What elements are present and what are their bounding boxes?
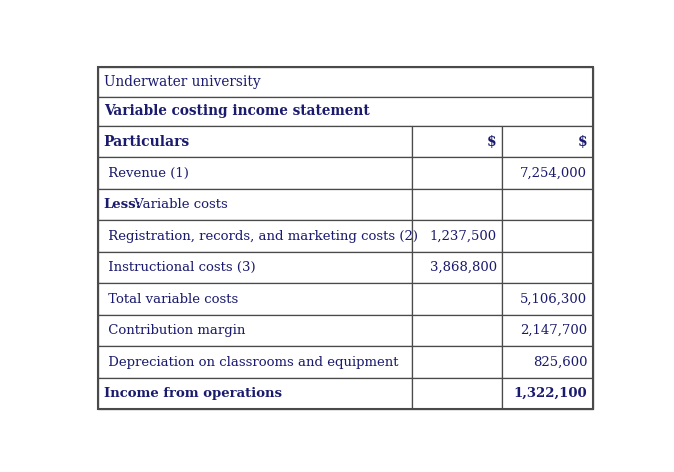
Bar bbox=[98, 126, 412, 158]
Bar bbox=[98, 315, 412, 346]
Bar bbox=[98, 220, 412, 252]
Bar bbox=[98, 378, 412, 409]
Bar bbox=[98, 97, 592, 126]
Bar bbox=[412, 220, 502, 252]
Text: Underwater university: Underwater university bbox=[104, 75, 261, 89]
Text: Variable costs: Variable costs bbox=[130, 198, 228, 211]
Text: 3,868,800: 3,868,800 bbox=[429, 261, 497, 274]
Bar bbox=[502, 315, 592, 346]
Text: $: $ bbox=[487, 135, 497, 149]
Bar bbox=[502, 158, 592, 189]
Text: 1,322,100: 1,322,100 bbox=[514, 387, 587, 400]
Text: 2,147,700: 2,147,700 bbox=[520, 324, 587, 337]
Bar bbox=[98, 158, 412, 189]
Bar bbox=[98, 283, 412, 315]
Text: Income from operations: Income from operations bbox=[104, 387, 282, 400]
Bar bbox=[502, 346, 592, 378]
Bar bbox=[98, 67, 592, 97]
Text: Registration, records, and marketing costs (2): Registration, records, and marketing cos… bbox=[104, 230, 418, 243]
Bar bbox=[412, 315, 502, 346]
Text: 825,600: 825,600 bbox=[532, 355, 587, 369]
Text: 1,237,500: 1,237,500 bbox=[429, 230, 497, 243]
Bar bbox=[502, 220, 592, 252]
Bar bbox=[98, 189, 412, 220]
Bar bbox=[502, 126, 592, 158]
Text: Contribution margin: Contribution margin bbox=[104, 324, 245, 337]
Bar bbox=[412, 283, 502, 315]
Bar bbox=[98, 252, 412, 283]
Text: Variable costing income statement: Variable costing income statement bbox=[104, 104, 370, 118]
Bar bbox=[412, 158, 502, 189]
Text: $: $ bbox=[578, 135, 587, 149]
Text: Depreciation on classrooms and equipment: Depreciation on classrooms and equipment bbox=[104, 355, 398, 369]
Bar bbox=[98, 346, 412, 378]
Bar bbox=[502, 252, 592, 283]
Bar bbox=[502, 378, 592, 409]
Text: 7,254,000: 7,254,000 bbox=[520, 167, 587, 180]
Text: Total variable costs: Total variable costs bbox=[104, 293, 238, 305]
Text: Instructional costs (3): Instructional costs (3) bbox=[104, 261, 255, 274]
Bar bbox=[502, 189, 592, 220]
Bar bbox=[412, 126, 502, 158]
Bar bbox=[412, 346, 502, 378]
Text: Particulars: Particulars bbox=[104, 135, 190, 149]
Text: Revenue (1): Revenue (1) bbox=[104, 167, 189, 180]
Text: Less:: Less: bbox=[104, 198, 142, 211]
Bar bbox=[502, 283, 592, 315]
Text: 5,106,300: 5,106,300 bbox=[520, 293, 587, 305]
Bar bbox=[412, 252, 502, 283]
Bar bbox=[412, 378, 502, 409]
Bar bbox=[412, 189, 502, 220]
